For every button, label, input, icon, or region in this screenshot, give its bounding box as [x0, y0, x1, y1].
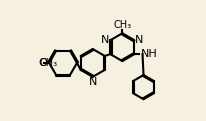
Text: CH₃: CH₃	[39, 58, 57, 68]
Text: O: O	[39, 58, 47, 68]
Text: CH₃: CH₃	[113, 20, 131, 30]
Text: NH: NH	[140, 49, 157, 59]
Text: N: N	[89, 77, 97, 87]
Text: N: N	[101, 35, 110, 45]
Text: N: N	[135, 35, 143, 45]
